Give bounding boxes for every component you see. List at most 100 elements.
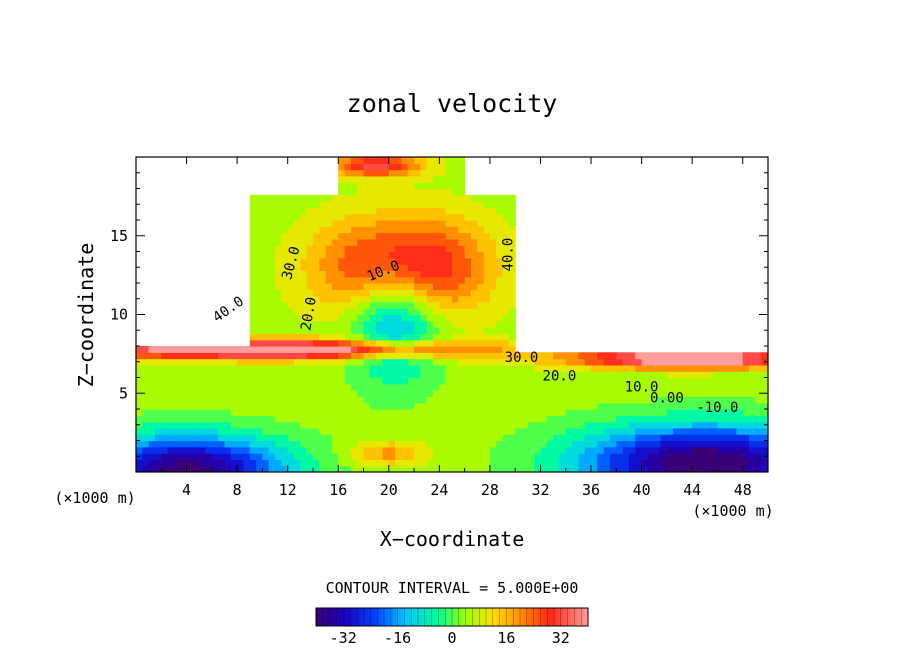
contour-cell: [647, 434, 655, 442]
contour-cell: [357, 188, 365, 196]
contour-cell: [704, 446, 712, 454]
contour-cell: [717, 371, 725, 379]
contour-cell: [414, 390, 421, 397]
contour-cell: [357, 289, 365, 297]
contour-cell: [502, 207, 510, 215]
contour-cell: [142, 402, 150, 410]
contour-cell: [376, 257, 384, 265]
contour-cell: [673, 396, 681, 404]
contour-cell: [211, 390, 219, 397]
contour-cell: [527, 459, 535, 467]
contour-cell: [666, 364, 674, 372]
contour-cell: [502, 238, 510, 246]
contour-cell: [262, 213, 270, 221]
contour-cell: [628, 415, 636, 423]
contour-cell: [723, 465, 731, 472]
contour-cell: [249, 409, 257, 416]
contour-cell: [433, 232, 440, 240]
contour-cell: [483, 390, 491, 397]
contour-cell: [382, 251, 390, 259]
contour-cell: [508, 339, 516, 347]
contour-cell: [433, 421, 440, 429]
contour-cell: [249, 390, 257, 397]
contour-cell: [515, 421, 523, 429]
contour-cell: [433, 409, 440, 416]
contour-cell: [344, 453, 352, 460]
contour-cell: [363, 383, 371, 391]
contour-cell: [458, 320, 466, 328]
contour-cell: [483, 346, 491, 353]
contour-cell: [262, 245, 270, 253]
contour-cell: [376, 157, 384, 164]
contour-cell: [388, 213, 396, 221]
contour-cell: [357, 314, 365, 322]
contour-cell: [439, 251, 447, 259]
contour-cell: [711, 409, 719, 416]
contour-cell: [407, 251, 415, 259]
contour-cell: [243, 459, 251, 467]
contour-cell: [338, 364, 346, 372]
contour-cell: [281, 453, 289, 460]
contour-cell: [635, 415, 643, 423]
contour-cell: [312, 371, 320, 379]
contour-cell: [281, 289, 289, 297]
contour-cell: [369, 446, 377, 454]
contour-cell: [445, 377, 453, 385]
contour-cell: [281, 283, 289, 290]
contour-cell: [565, 358, 573, 366]
contour-cell: [401, 213, 409, 221]
contour-cell: [508, 207, 516, 215]
contour-cell: [331, 396, 339, 404]
contour-cell: [420, 175, 428, 183]
contour-cell: [508, 245, 516, 253]
contour-cell: [306, 453, 314, 460]
contour-cell: [161, 459, 169, 467]
contour-cell: [382, 226, 390, 234]
contour-cell: [243, 402, 251, 410]
contour-cell: [742, 409, 750, 416]
contour-cell: [439, 371, 447, 379]
contour-cell: [306, 352, 314, 360]
contour-cell: [344, 264, 352, 271]
contour-cell: [452, 226, 459, 234]
contour-cell: [363, 182, 371, 190]
contour-cell: [237, 402, 245, 410]
contour-cell: [300, 364, 308, 372]
contour-cell: [331, 453, 339, 460]
contour-cell: [344, 396, 352, 404]
contour-cell: [325, 251, 333, 259]
contour-cell: [268, 301, 276, 309]
contour-cell: [281, 352, 289, 360]
contour-cell: [300, 238, 308, 246]
contour-cell: [186, 371, 194, 379]
contour-cell: [161, 377, 169, 385]
contour-cell: [338, 320, 346, 328]
contour-cell: [527, 446, 535, 454]
contour-cell: [679, 415, 687, 423]
contour-cell: [502, 459, 510, 467]
contour-cell: [319, 440, 327, 448]
contour-cell: [363, 226, 371, 234]
contour-cell: [186, 383, 194, 391]
contour-cell: [136, 409, 143, 416]
contour-cell: [414, 238, 421, 246]
contour-cell: [294, 339, 301, 347]
contour-cell: [439, 358, 447, 366]
contour-cell: [224, 371, 232, 379]
contour-cell: [142, 390, 150, 397]
contour-cell: [192, 446, 200, 454]
contour-cell: [275, 446, 282, 454]
contour-cell: [395, 251, 403, 259]
contour-cell: [331, 194, 339, 202]
contour-cell: [464, 390, 472, 397]
contour-cell: [306, 320, 314, 328]
contour-cell: [452, 295, 459, 303]
contour-cell: [584, 459, 592, 467]
contour-cell: [281, 377, 289, 385]
contour-cell: [439, 339, 447, 347]
contour-cell: [331, 402, 339, 410]
contour-cell: [294, 301, 301, 309]
contour-cell: [136, 396, 143, 404]
contour-cell: [477, 270, 485, 278]
contour-cell: [331, 427, 339, 435]
